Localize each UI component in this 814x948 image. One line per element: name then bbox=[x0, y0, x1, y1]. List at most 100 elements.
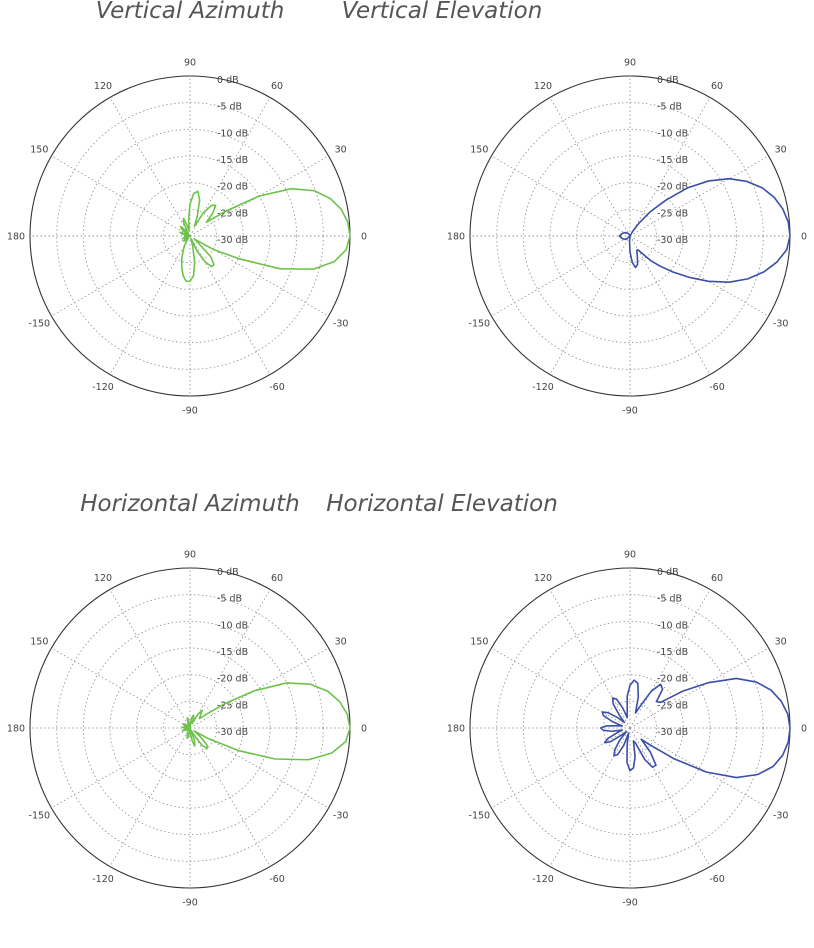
grid-spoke bbox=[109, 97, 191, 237]
grid-spoke bbox=[629, 647, 769, 729]
angle-tick-label: 0 bbox=[801, 724, 807, 735]
angle-tick-label: -150 bbox=[469, 811, 491, 822]
angle-tick-label: 120 bbox=[94, 81, 112, 92]
angle-tick-label: 120 bbox=[534, 81, 552, 92]
grid-spoke bbox=[51, 727, 191, 809]
grid-spoke bbox=[629, 97, 711, 237]
angle-tick-label: -120 bbox=[532, 874, 554, 885]
grid-spoke bbox=[491, 727, 631, 809]
radial-tick-label: -15 dB bbox=[657, 647, 688, 658]
grid-spoke bbox=[189, 235, 271, 375]
angle-tick-label: 90 bbox=[624, 550, 636, 561]
radial-tick-label: -10 dB bbox=[657, 620, 688, 631]
angle-tick-label: -90 bbox=[622, 898, 638, 909]
angle-tick-label: 150 bbox=[30, 145, 48, 156]
grid-spoke bbox=[189, 589, 271, 729]
angle-tick-label: 150 bbox=[30, 637, 48, 648]
radiation-pattern-line bbox=[599, 677, 791, 779]
grid-spoke bbox=[629, 589, 711, 729]
radial-tick-label: -20 dB bbox=[217, 182, 248, 193]
angle-tick-label: 150 bbox=[470, 145, 488, 156]
grid-ring bbox=[82, 128, 298, 344]
grid-spoke bbox=[51, 235, 191, 317]
radial-tick-label: -15 dB bbox=[657, 155, 688, 166]
grid-spoke bbox=[109, 235, 191, 375]
angle-tick-label: -60 bbox=[269, 874, 285, 885]
angle-tick-label: 180 bbox=[7, 232, 25, 243]
grid-spoke bbox=[109, 727, 191, 867]
angle-tick-label: -60 bbox=[709, 874, 725, 885]
angle-tick-label: -120 bbox=[532, 382, 554, 393]
angle-tick-label: -120 bbox=[92, 874, 114, 885]
polar-plot: 0 30 60 90 120 150 180 -150 -120 -90 -60 -30 0 dB -5 … bbox=[447, 58, 807, 417]
grid-spoke bbox=[109, 589, 191, 729]
grid-spoke bbox=[189, 727, 329, 809]
radial-tick-label: -5 dB bbox=[657, 594, 682, 605]
angle-tick-label: -90 bbox=[182, 406, 198, 417]
radial-tick-label: 0 dB bbox=[217, 75, 239, 86]
angle-tick-label: -30 bbox=[773, 811, 789, 822]
grid-spoke bbox=[51, 155, 191, 237]
angle-tick-label: -150 bbox=[29, 811, 51, 822]
polar-plot: 0 30 60 90 120 150 180 -150 -120 -90 -60 -30 0 dB -5 … bbox=[7, 550, 367, 909]
grid-ring bbox=[522, 128, 738, 344]
radial-tick-label: -5 dB bbox=[657, 102, 682, 113]
polar-plot: 0 30 60 90 120 150 180 -150 -120 -90 -60 -30 0 dB -5 … bbox=[447, 550, 807, 909]
angle-tick-label: 0 bbox=[361, 724, 367, 735]
radial-tick-label: -25 dB bbox=[217, 208, 248, 219]
angle-tick-label: 180 bbox=[447, 232, 465, 243]
radial-tick-label: -15 dB bbox=[217, 647, 248, 658]
angle-tick-label: 60 bbox=[711, 573, 723, 584]
radial-tick-label: -5 dB bbox=[217, 102, 242, 113]
angle-tick-label: 60 bbox=[271, 81, 283, 92]
grid-spoke bbox=[629, 727, 769, 809]
radial-tick-label: -10 dB bbox=[217, 128, 248, 139]
radial-tick-label: -20 dB bbox=[657, 674, 688, 685]
radial-tick-label: 0 dB bbox=[657, 567, 679, 578]
radial-tick-label: -25 dB bbox=[217, 700, 248, 711]
radial-tick-label: 0 dB bbox=[657, 75, 679, 86]
angle-tick-label: -30 bbox=[333, 319, 349, 330]
grid-spoke bbox=[629, 727, 711, 867]
angle-tick-label: 90 bbox=[184, 550, 196, 561]
radial-tick-label: -30 dB bbox=[657, 727, 688, 738]
angle-tick-label: -120 bbox=[92, 382, 114, 393]
grid-spoke bbox=[549, 97, 631, 237]
angle-tick-label: 0 bbox=[361, 232, 367, 243]
grid-spoke bbox=[549, 589, 631, 729]
grid-spoke bbox=[189, 727, 271, 867]
angle-tick-label: 150 bbox=[470, 637, 488, 648]
angle-tick-label: 180 bbox=[447, 724, 465, 735]
angle-tick-label: -150 bbox=[469, 319, 491, 330]
radial-tick-label: -20 dB bbox=[217, 674, 248, 685]
radial-tick-label: -30 dB bbox=[217, 235, 248, 246]
grid-spoke bbox=[189, 647, 329, 729]
grid-spoke bbox=[189, 235, 329, 317]
panel-vertical-azimuth: Vertical Azimuth 0 30 60 90 120 150 180 -150 -12… bbox=[0, 0, 407, 455]
radial-tick-label: 0 dB bbox=[217, 567, 239, 578]
radiation-pattern-line bbox=[618, 177, 791, 284]
angle-tick-label: 30 bbox=[775, 145, 787, 156]
angle-tick-label: -30 bbox=[773, 319, 789, 330]
panel-horizontal-azimuth: Horizontal Azimuth 0 30 60 90 120 150 180 -150 -… bbox=[0, 491, 407, 948]
radial-tick-label: -25 dB bbox=[657, 700, 688, 711]
grid-spoke bbox=[491, 647, 631, 729]
angle-tick-label: 60 bbox=[711, 81, 723, 92]
chart-title: Vertical Azimuth bbox=[95, 0, 285, 24]
grid-spoke bbox=[629, 155, 769, 237]
radial-tick-label: -10 dB bbox=[217, 620, 248, 631]
angle-tick-label: -90 bbox=[622, 406, 638, 417]
angle-tick-label: 180 bbox=[7, 724, 25, 735]
grid-spoke bbox=[629, 235, 769, 317]
angle-tick-label: 30 bbox=[335, 637, 347, 648]
grid-spoke bbox=[189, 97, 271, 237]
radial-tick-label: -5 dB bbox=[217, 594, 242, 605]
chart-title: Horizontal Elevation bbox=[326, 491, 558, 517]
radial-tick-label: -15 dB bbox=[217, 155, 248, 166]
grid-ring bbox=[602, 700, 658, 756]
grid-ring bbox=[522, 620, 738, 836]
grid-spoke bbox=[549, 727, 631, 867]
radial-tick-label: -10 dB bbox=[657, 128, 688, 139]
angle-tick-label: 90 bbox=[624, 58, 636, 69]
panel-horizontal-elevation: Horizontal Elevation 0 30 60 90 120 150 180 -15… bbox=[326, 491, 814, 948]
